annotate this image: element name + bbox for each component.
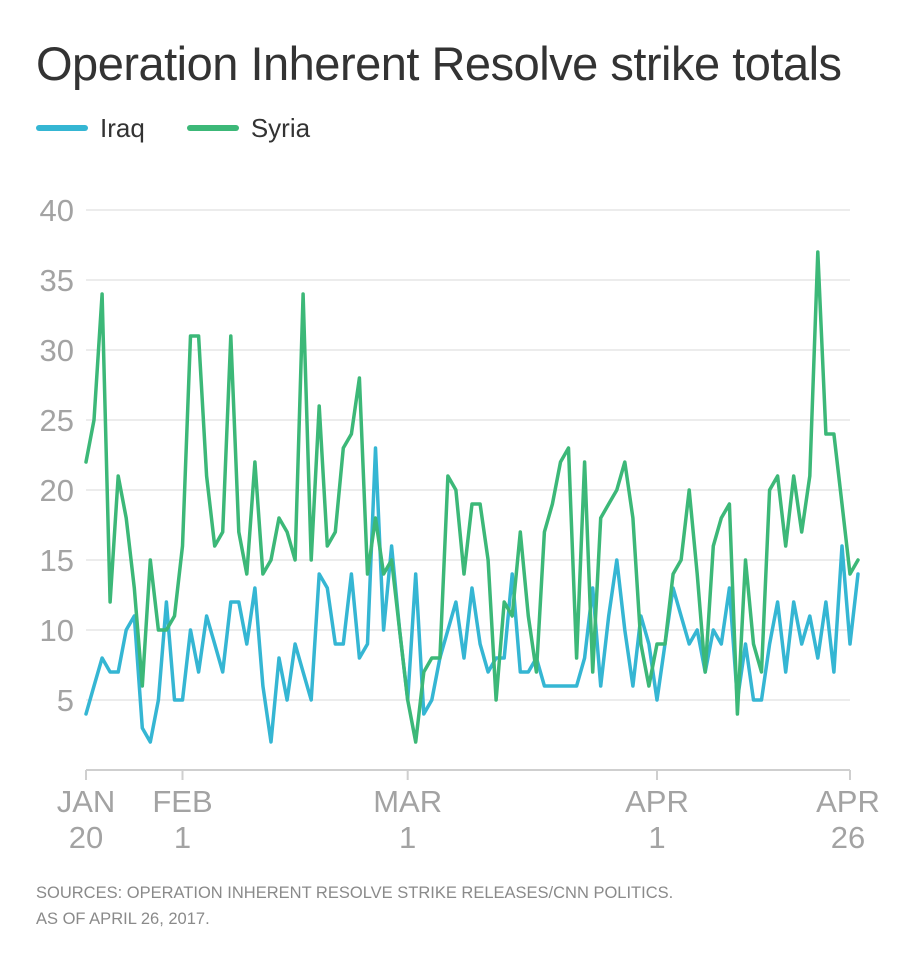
x-tick-label: APR xyxy=(625,784,689,819)
x-tick-label: JAN xyxy=(57,784,116,819)
x-tick-label: 1 xyxy=(174,820,191,855)
y-tick-label: 5 xyxy=(57,683,74,718)
x-tick-label: 26 xyxy=(831,820,865,855)
y-tick-label: 10 xyxy=(40,613,74,648)
series-line-iraq xyxy=(84,446,860,744)
legend-item-iraq: Iraq xyxy=(36,113,145,144)
legend-label-iraq: Iraq xyxy=(100,112,145,143)
y-tick-label: 15 xyxy=(40,543,74,578)
x-tick-label: 1 xyxy=(648,820,665,855)
x-tick-label: MAR xyxy=(373,784,442,819)
source-note-line-1: SOURCES: OPERATION INHERENT RESOLVE STRI… xyxy=(36,884,674,902)
source-note-line-2: AS OF APRIL 26, 2017. xyxy=(36,910,210,928)
y-tick-label: 25 xyxy=(40,403,74,438)
legend-label-syria: Syria xyxy=(250,112,311,143)
y-tick-label: 20 xyxy=(40,473,74,508)
legend-swatch-syria xyxy=(186,125,239,131)
source-note: SOURCES: OPERATION INHERENT RESOLVE STRI… xyxy=(36,880,673,932)
y-tick-label: 35 xyxy=(40,263,74,298)
x-tick-label: FEB xyxy=(152,784,212,819)
series-line-syria xyxy=(84,250,860,744)
x-tick-label: 20 xyxy=(69,820,103,855)
x-tick-label: 1 xyxy=(399,820,416,855)
x-tick-label: APR xyxy=(816,784,880,819)
y-tick-label: 30 xyxy=(40,333,74,368)
chart-title: Operation Inherent Resolve strike totals xyxy=(36,37,842,90)
legend: Iraq Syria xyxy=(36,108,352,148)
legend-item-syria: Syria xyxy=(186,112,311,144)
y-tick-label: 40 xyxy=(40,193,74,228)
legend-swatch-iraq xyxy=(36,125,88,131)
